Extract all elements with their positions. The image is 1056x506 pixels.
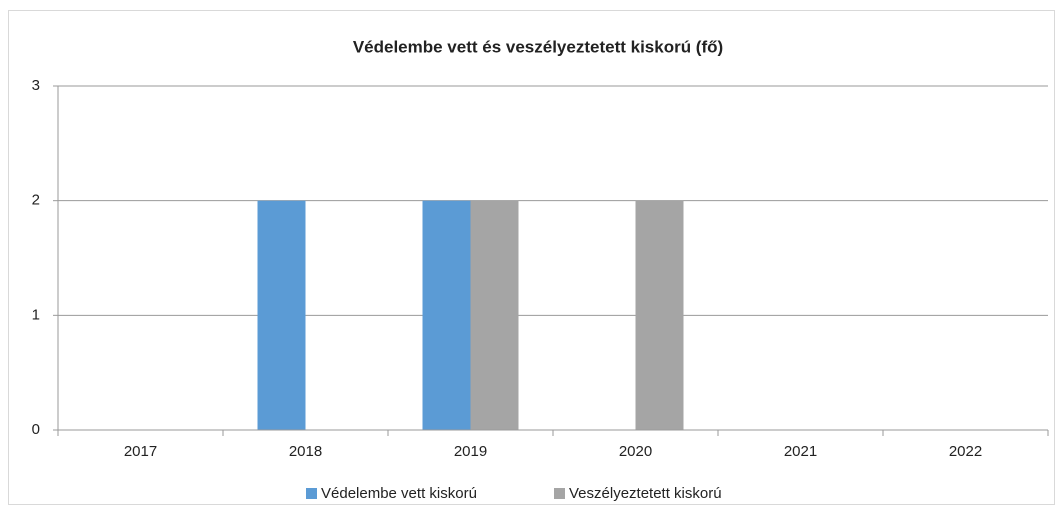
- y-tick-label: 3: [32, 77, 40, 94]
- bar: [470, 200, 519, 430]
- x-tick-label: 2022: [949, 443, 982, 460]
- y-tick-label: 1: [32, 306, 40, 323]
- x-tick-label: 2017: [124, 443, 157, 460]
- x-tick-label: 2021: [784, 443, 817, 460]
- bar: [635, 200, 684, 430]
- legend-swatch: [554, 488, 565, 499]
- x-tick-label: 2018: [289, 443, 322, 460]
- legend-label: Veszélyeztetett kiskorú: [569, 485, 722, 502]
- legend-label: Védelembe vett kiskorú: [321, 485, 477, 502]
- y-tick-label: 2: [32, 192, 40, 209]
- chart-title: Védelembe vett és veszélyeztetett kiskor…: [353, 37, 723, 56]
- bar: [422, 200, 471, 430]
- bar: [257, 200, 306, 430]
- y-tick-label: 0: [32, 421, 40, 438]
- x-tick-label: 2020: [619, 443, 652, 460]
- chart-frame: [8, 10, 1055, 505]
- legend-swatch: [306, 488, 317, 499]
- x-tick-label: 2019: [454, 443, 487, 460]
